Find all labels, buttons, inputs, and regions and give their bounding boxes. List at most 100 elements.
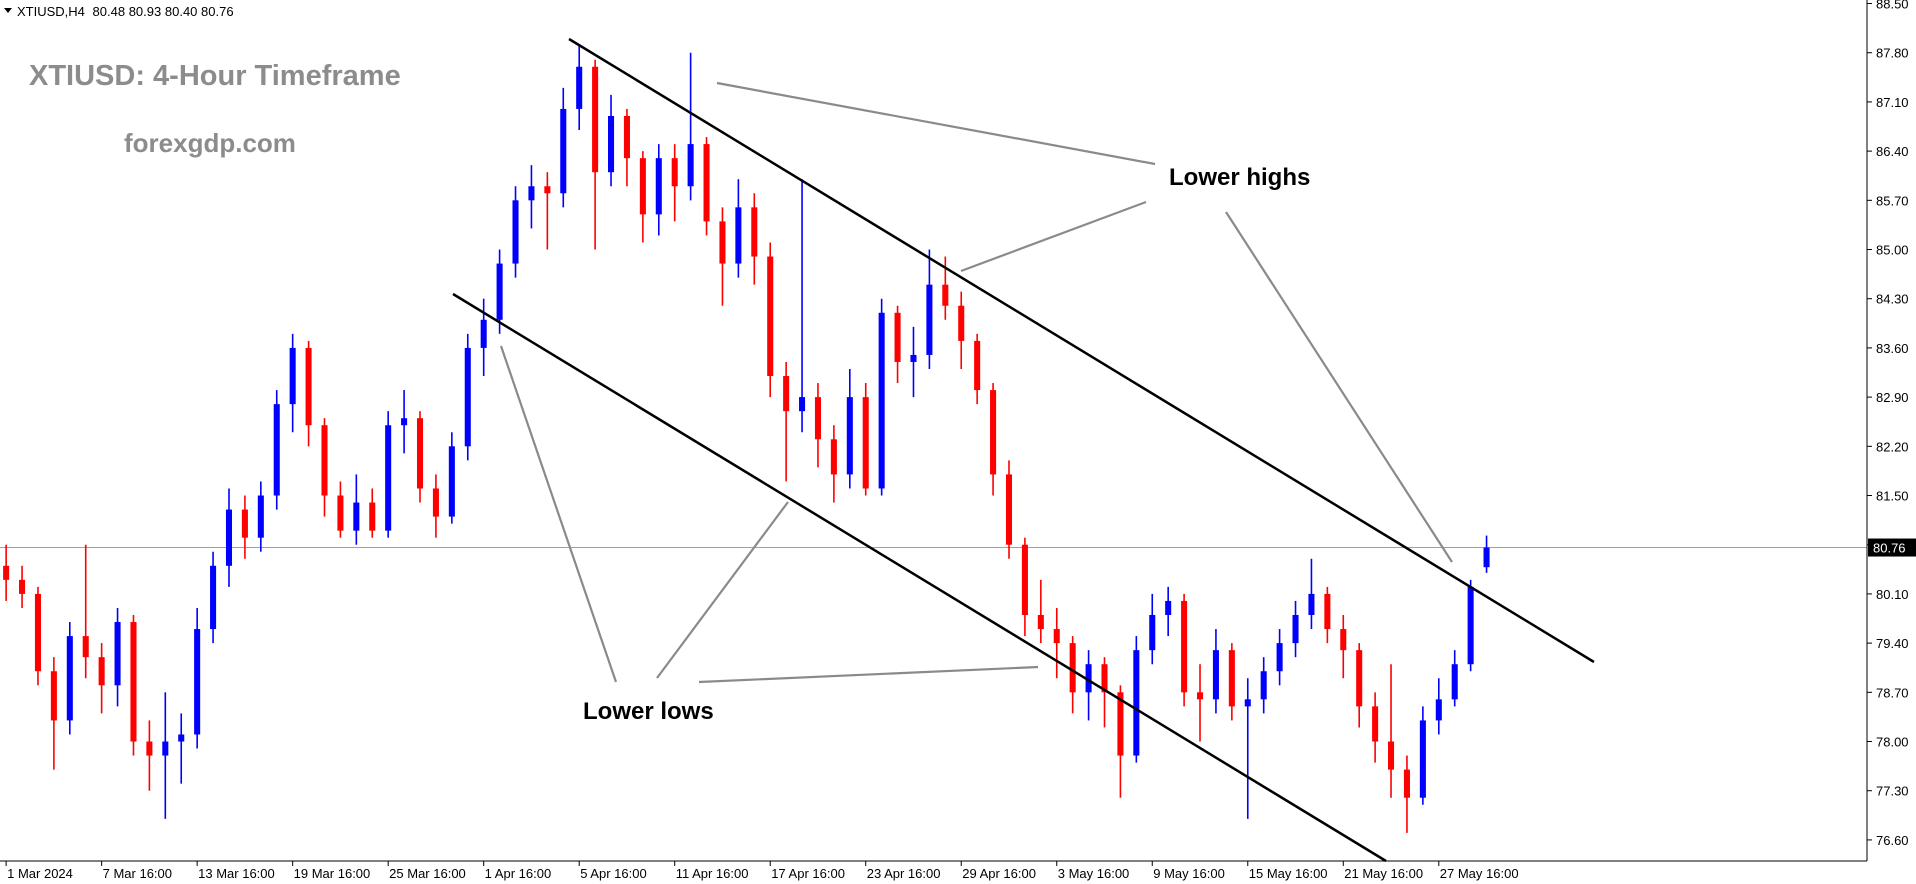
- y-tick-label: 76.60: [1876, 833, 1909, 848]
- candle-body: [878, 312, 885, 489]
- candle-body: [162, 741, 169, 756]
- y-tick-label: 78.70: [1876, 685, 1909, 700]
- x-tick-label: 9 May 16:00: [1153, 866, 1225, 881]
- candle-body: [50, 671, 57, 721]
- price-label-box: [1868, 538, 1916, 557]
- candle-body: [369, 502, 376, 531]
- y-tick-label: 82.90: [1876, 390, 1909, 405]
- candle-body: [1037, 615, 1044, 630]
- x-tick-label: 13 Mar 16:00: [198, 866, 275, 881]
- candle-body: [926, 284, 933, 355]
- y-tick-label: 79.40: [1876, 636, 1909, 651]
- symbol: XTIUSD,H4: [17, 4, 85, 19]
- candles: [3, 45, 1490, 833]
- candle-body: [814, 397, 821, 440]
- candle-body: [942, 284, 949, 306]
- candle-body: [1467, 586, 1474, 665]
- candle-body: [19, 579, 26, 594]
- y-tick-label: 87.80: [1876, 46, 1909, 61]
- candle-body: [1021, 544, 1028, 615]
- candle-body: [1340, 629, 1347, 651]
- candle-body: [1005, 474, 1013, 545]
- menu-arrow[interactable]: [4, 8, 12, 13]
- pointer-line: [656, 501, 789, 679]
- candle-body: [592, 66, 599, 173]
- candle-body: [210, 565, 217, 630]
- candle-body: [751, 207, 758, 257]
- candle-body: [1483, 547, 1490, 568]
- candle-body: [862, 397, 869, 489]
- candle-body: [512, 200, 519, 264]
- candle-body: [305, 347, 312, 426]
- quote-close: 80.76: [201, 4, 234, 19]
- quote-header: XTIUSD,H4 80.48 80.93 80.40 80.76: [17, 4, 234, 19]
- candle-body: [623, 115, 630, 159]
- candle-body: [178, 734, 185, 742]
- candle-body: [703, 144, 710, 222]
- candle-body: [289, 347, 296, 405]
- candle-body: [225, 509, 233, 566]
- candle-body: [1069, 643, 1076, 693]
- candle-body: [1308, 593, 1315, 615]
- x-tick-label: 19 Mar 16:00: [294, 866, 371, 881]
- y-tick-label: 84.30: [1876, 292, 1909, 307]
- candle-body: [1212, 650, 1219, 700]
- candle-body: [114, 622, 121, 686]
- candle-body: [480, 319, 487, 348]
- y-tick-label: 78.00: [1876, 735, 1909, 750]
- lower-channel-line: [452, 292, 1387, 863]
- candle-body: [528, 186, 535, 201]
- candle-body: [1117, 692, 1124, 756]
- x-tick-label: 27 May 16:00: [1440, 866, 1519, 881]
- candle-body: [337, 495, 344, 531]
- x-tick-label: 29 Apr 16:00: [962, 866, 1036, 881]
- candle-body: [1228, 650, 1235, 707]
- upper-channel-line: [568, 37, 1595, 664]
- y-tick-label: 88.50: [1876, 0, 1909, 12]
- candle-body: [655, 158, 662, 215]
- candle-body: [830, 439, 837, 475]
- candle-body: [1244, 699, 1251, 707]
- candle-body: [639, 158, 646, 215]
- x-tick-label: 7 Mar 16:00: [103, 866, 172, 881]
- candle-body: [416, 418, 424, 489]
- pointer-line: [698, 665, 1039, 684]
- x-tick-label: 11 Apr 16:00: [676, 866, 749, 881]
- chart-subtitle: forexgdp.com: [124, 128, 296, 158]
- pointer-line: [716, 81, 1156, 166]
- x-tick-label: 1 Apr 16:00: [485, 866, 552, 881]
- candle-body: [82, 636, 89, 658]
- candle-body: [767, 256, 774, 377]
- candle-body: [1149, 615, 1156, 651]
- candle-body: [241, 509, 248, 538]
- candle-body: [1196, 692, 1204, 700]
- y-tick-label: 85.70: [1876, 193, 1909, 208]
- pointer-line: [499, 345, 618, 683]
- candle-body: [34, 593, 41, 672]
- candle-body: [719, 221, 726, 264]
- x-tick-label: 3 May 16:00: [1058, 866, 1130, 881]
- candle-body: [1181, 600, 1188, 693]
- y-tick-label: 81.50: [1876, 489, 1909, 504]
- pointer-line: [1225, 211, 1453, 563]
- candle-body: [1133, 650, 1140, 756]
- y-tick-label: 85.00: [1876, 243, 1909, 258]
- candle-body: [1276, 643, 1283, 672]
- candle-body: [1260, 671, 1267, 700]
- candle-body: [464, 347, 471, 447]
- pointer-line: [960, 200, 1147, 273]
- x-tick-label: 5 Apr 16:00: [580, 866, 647, 881]
- candle-body: [894, 312, 901, 362]
- candle-body: [1388, 741, 1395, 770]
- x-tick-label: 25 Mar 16:00: [389, 866, 466, 881]
- candle-body: [1356, 650, 1363, 707]
- quote-high: 80.93: [129, 4, 162, 19]
- candle-body: [1435, 699, 1442, 721]
- candle-body: [1053, 629, 1060, 644]
- candle-body: [671, 158, 678, 187]
- y-tick-label: 87.10: [1876, 95, 1909, 110]
- candle-body: [257, 495, 264, 538]
